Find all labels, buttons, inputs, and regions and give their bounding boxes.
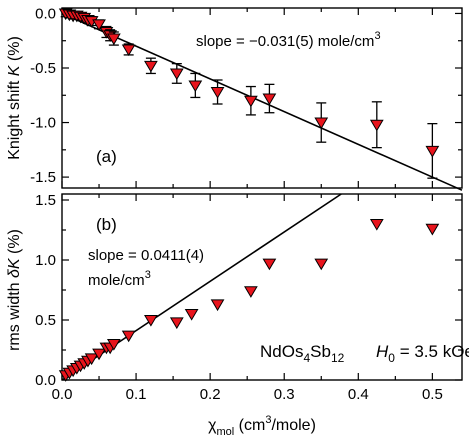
data-point [425,223,440,236]
data-point [92,348,106,361]
data-point [314,117,329,130]
panel-b-ticks [61,194,462,381]
panel-a-y-tick-labels: 0.0 -0.5 -1.0 -1.5 [30,5,56,186]
x-axis-label: χmol (cm3/mole) [208,414,316,438]
x-tick-label: 0.2 [200,386,221,403]
y-tick-label: 1.0 [35,252,56,269]
panel-a-y-axis-label: Knight shift K (%) [6,36,23,160]
y-tick-label: 1.5 [35,192,56,209]
data-point [210,87,225,99]
panel-a-points [58,8,440,179]
data-point [244,286,258,298]
fit-line [61,12,463,191]
data-point [92,19,106,32]
panel-a-tag: (a) [96,147,117,166]
y-tick-label: 0.5 [35,312,56,329]
data-point [369,219,384,231]
panel-a-ticks [61,8,462,188]
panel-b-slope-annotation-line1: slope = 0.0411(4) [88,247,204,264]
x-tick-label: 0.1 [126,386,147,403]
panel-b-frame [61,193,463,381]
y-tick-label: 0.0 [35,372,56,389]
data-point [144,60,158,73]
panel-b-points [58,219,440,382]
data-point [106,33,121,46]
panel-b-tag: (b) [96,215,117,234]
data-point [314,258,329,271]
y-tick-label: -1.5 [30,169,56,186]
compound-label: NdOs4Sb12 [260,342,345,365]
x-tick-label: 0.0 [52,386,73,403]
panel-a-slope-annotation: slope = −0.031(5) mole/cm3 [196,30,381,50]
data-point [369,119,384,132]
data-point [184,309,199,321]
data-point [262,258,277,271]
panel-a-frame [61,7,463,189]
data-point [106,339,121,351]
y-tick-label: -0.5 [30,60,56,77]
panel-b-rms-width: 0.0 0.5 1.0 1.5 0.0 0.1 0.2 0.3 0.4 0.5 rms widt… [6,192,469,438]
data-point [188,80,203,93]
data-point [121,330,136,343]
data-point [121,44,136,57]
y-tick-label: 0.0 [35,5,56,22]
data-point [84,353,99,366]
panel-a-fit-line [61,12,463,191]
x-tick-label: 0.4 [348,386,369,403]
field-label: H0 = 3.5 kOe [376,342,469,365]
panel-b-y-axis-label: rms width δK (%) [6,229,23,351]
panel-a-knight-shift: 0.0 -0.5 -1.0 -1.5 Knight shift K (%) slope… [6,5,463,191]
data-point [169,317,184,330]
data-point [425,145,440,158]
data-point [210,299,225,312]
data-point [244,95,258,108]
y-tick-label: -1.0 [30,115,56,132]
data-point [144,315,158,327]
data-point [169,68,184,81]
panel-b-y-tick-labels: 0.0 0.5 1.0 1.5 [35,192,56,389]
x-tick-labels: 0.0 0.1 0.2 0.3 0.4 0.5 [52,386,443,403]
x-tick-label: 0.3 [274,386,295,403]
panel-b-slope-annotation-line2: mole/cm3 [88,269,151,289]
data-point [262,93,277,106]
x-tick-label: 0.5 [422,386,443,403]
